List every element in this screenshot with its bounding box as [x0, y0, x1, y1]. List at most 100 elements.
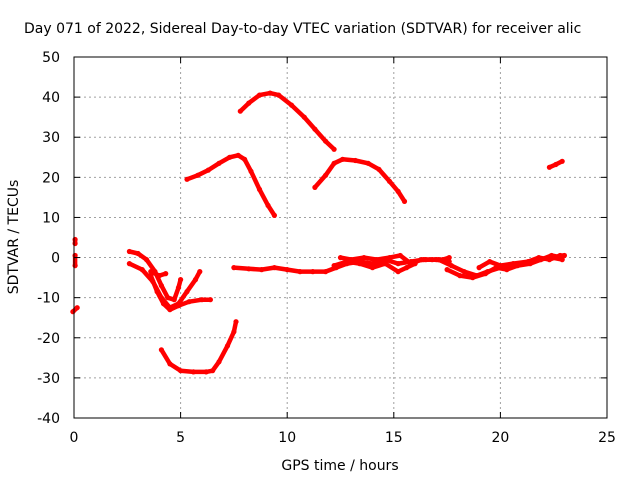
data-point — [423, 257, 429, 263]
data-point — [487, 259, 493, 265]
data-point — [207, 297, 213, 303]
data-point — [323, 269, 329, 275]
y-tick-label: 0 — [51, 251, 60, 267]
series-layer — [70, 90, 568, 375]
data-point — [374, 257, 380, 263]
data-point — [546, 164, 553, 170]
data-point — [231, 329, 237, 335]
data-point — [470, 275, 476, 281]
y-tick-label: 10 — [42, 210, 60, 226]
data-point — [158, 283, 164, 289]
data-point — [418, 257, 425, 263]
data-point — [72, 263, 78, 269]
data-point — [312, 184, 318, 190]
data-point — [369, 265, 376, 271]
data-point — [561, 252, 568, 259]
data-point — [436, 257, 442, 263]
data-point — [301, 114, 307, 120]
data-point — [395, 188, 401, 194]
data-point — [246, 266, 252, 272]
data-point — [227, 154, 233, 160]
data-point — [401, 198, 408, 204]
data-point — [224, 343, 231, 349]
y-tick-label: 50 — [42, 50, 60, 66]
data-point — [178, 277, 184, 283]
data-point — [297, 269, 303, 275]
data-point — [190, 369, 196, 375]
data-point — [156, 273, 162, 279]
data-point — [248, 168, 254, 174]
data-point — [184, 176, 190, 182]
data-point — [160, 301, 167, 307]
data-point — [171, 297, 177, 303]
y-tick-label: 20 — [42, 170, 60, 186]
data-point — [386, 255, 393, 261]
data-point — [158, 347, 164, 353]
data-point — [178, 368, 184, 374]
data-point — [216, 160, 222, 166]
data-point — [74, 305, 80, 311]
data-point — [197, 269, 203, 275]
data-point — [382, 261, 388, 267]
ticks-layer: 0 5 10 15 20 25 -40 -30 -20 -10 0 10 20 30 40 50 — [37, 50, 616, 446]
grid-layer — [74, 57, 607, 418]
data-point — [276, 92, 282, 98]
data-point — [246, 100, 252, 106]
data-point — [235, 152, 241, 158]
data-point — [184, 289, 190, 295]
data-point — [203, 369, 209, 375]
x-tick-label: 25 — [598, 430, 616, 446]
data-point — [148, 269, 154, 275]
data-point — [448, 263, 454, 269]
series-arc-10 — [238, 90, 337, 152]
data-point — [165, 295, 171, 301]
data-point — [525, 259, 531, 265]
data-point — [195, 172, 201, 178]
data-point — [323, 138, 329, 144]
data-point — [205, 167, 211, 173]
x-tick-label: 5 — [176, 430, 185, 446]
data-point — [337, 255, 344, 261]
data-point — [231, 265, 237, 271]
series-arc-8 — [159, 319, 239, 375]
data-point — [444, 267, 450, 273]
data-point — [192, 277, 199, 283]
data-point — [404, 265, 410, 271]
data-point — [340, 156, 346, 162]
data-point — [237, 108, 243, 114]
data-point — [256, 92, 263, 98]
data-point — [312, 126, 318, 132]
data-point — [395, 261, 401, 267]
data-point — [284, 267, 290, 273]
data-point — [167, 307, 173, 313]
data-point — [271, 212, 277, 218]
x-tick-label: 20 — [491, 430, 509, 446]
data-point — [331, 263, 337, 269]
data-point — [139, 267, 145, 273]
data-point — [536, 255, 542, 261]
data-point — [167, 361, 173, 367]
data-point — [412, 261, 418, 267]
data-point — [446, 255, 452, 261]
y-tick-label: -20 — [37, 331, 60, 347]
data-point — [186, 299, 192, 305]
data-point — [557, 252, 563, 259]
data-point — [482, 271, 489, 277]
data-point — [199, 297, 205, 303]
data-point — [126, 261, 132, 267]
x-tick-label: 0 — [70, 430, 79, 446]
data-point — [210, 368, 216, 374]
data-point — [175, 285, 182, 291]
data-point — [357, 261, 363, 267]
data-point — [143, 257, 150, 263]
y-tick-label: -30 — [37, 371, 60, 387]
data-point — [546, 257, 553, 263]
data-point — [344, 259, 350, 265]
data-point — [126, 248, 132, 255]
data-point — [476, 265, 482, 271]
data-point — [395, 269, 401, 275]
data-point — [72, 240, 78, 247]
y-tick-label: -40 — [37, 411, 60, 427]
data-point — [163, 271, 169, 277]
